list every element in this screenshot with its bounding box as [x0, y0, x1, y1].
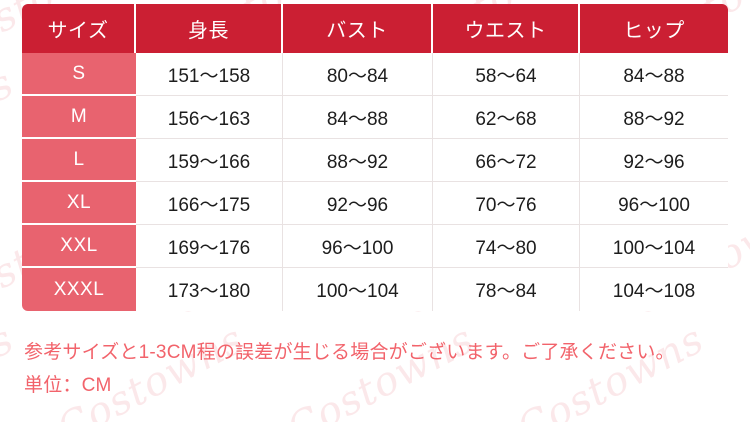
table-header-row: サイズ 身長 バスト ウエスト ヒップ	[22, 4, 728, 53]
column-header-hip: ヒップ	[580, 4, 728, 53]
cell-waist: 74〜80	[433, 225, 580, 268]
column-header-waist: ウエスト	[433, 4, 580, 53]
cell-size: L	[22, 139, 136, 182]
column-header-bust: バスト	[283, 4, 433, 53]
cell-bust: 96〜100	[283, 225, 433, 268]
cell-height: 151〜158	[136, 53, 283, 96]
cell-size: XXL	[22, 225, 136, 268]
table-row: M 156〜163 84〜88 62〜68 88〜92	[22, 96, 728, 139]
table-row: XXXL 173〜180 100〜104 78〜84 104〜108	[22, 268, 728, 311]
cell-waist: 66〜72	[433, 139, 580, 182]
cell-height: 156〜163	[136, 96, 283, 139]
table-row: XL 166〜175 92〜96 70〜76 96〜100	[22, 182, 728, 225]
cell-hip: 88〜92	[580, 96, 728, 139]
cell-bust: 92〜96	[283, 182, 433, 225]
watermark-text: Costowns	[740, 60, 750, 197]
cell-bust: 88〜92	[283, 139, 433, 182]
cell-height: 169〜176	[136, 225, 283, 268]
watermark-text: Costowns	[0, 316, 22, 422]
note-unit: 単位：CM	[24, 375, 112, 396]
cell-hip: 84〜88	[580, 53, 728, 96]
note-tolerance: 参考サイズと1-3CM程の誤差が生じる場合がございます。ご了承ください。	[24, 342, 675, 363]
cell-size: M	[22, 96, 136, 139]
cell-hip: 92〜96	[580, 139, 728, 182]
footer-notes: 参考サイズと1-3CM程の誤差が生じる場合がございます。ご了承ください。 単位：…	[24, 336, 675, 402]
table-header: サイズ 身長 バスト ウエスト ヒップ	[22, 4, 728, 53]
column-header-height: 身長	[136, 4, 283, 53]
cell-waist: 62〜68	[433, 96, 580, 139]
cell-height: 166〜175	[136, 182, 283, 225]
cell-hip: 96〜100	[580, 182, 728, 225]
cell-waist: 78〜84	[433, 268, 580, 311]
cell-size: XXXL	[22, 268, 136, 311]
table-body: S 151〜158 80〜84 58〜64 84〜88 M 156〜163 84〜88 62〜6…	[22, 53, 728, 311]
watermark-text: Costowns	[0, 60, 22, 197]
watermark-text: Costowns	[740, 316, 750, 422]
table-row: S 151〜158 80〜84 58〜64 84〜88	[22, 53, 728, 96]
table-row: XXL 169〜176 96〜100 74〜80 100〜104	[22, 225, 728, 268]
cell-height: 159〜166	[136, 139, 283, 182]
table-row: L 159〜166 88〜92 66〜72 92〜96	[22, 139, 728, 182]
cell-size: XL	[22, 182, 136, 225]
cell-hip: 100〜104	[580, 225, 728, 268]
cell-waist: 58〜64	[433, 53, 580, 96]
cell-waist: 70〜76	[433, 182, 580, 225]
size-table-container: サイズ 身長 バスト ウエスト ヒップ S 151〜158 80〜84 58〜64 84…	[22, 4, 728, 311]
size-chart-table: サイズ 身長 バスト ウエスト ヒップ S 151〜158 80〜84 58〜64 84…	[22, 4, 728, 311]
column-header-size: サイズ	[22, 4, 136, 53]
cell-hip: 104〜108	[580, 268, 728, 311]
cell-size: S	[22, 53, 136, 96]
cell-bust: 84〜88	[283, 96, 433, 139]
cell-bust: 100〜104	[283, 268, 433, 311]
cell-height: 173〜180	[136, 268, 283, 311]
cell-bust: 80〜84	[283, 53, 433, 96]
